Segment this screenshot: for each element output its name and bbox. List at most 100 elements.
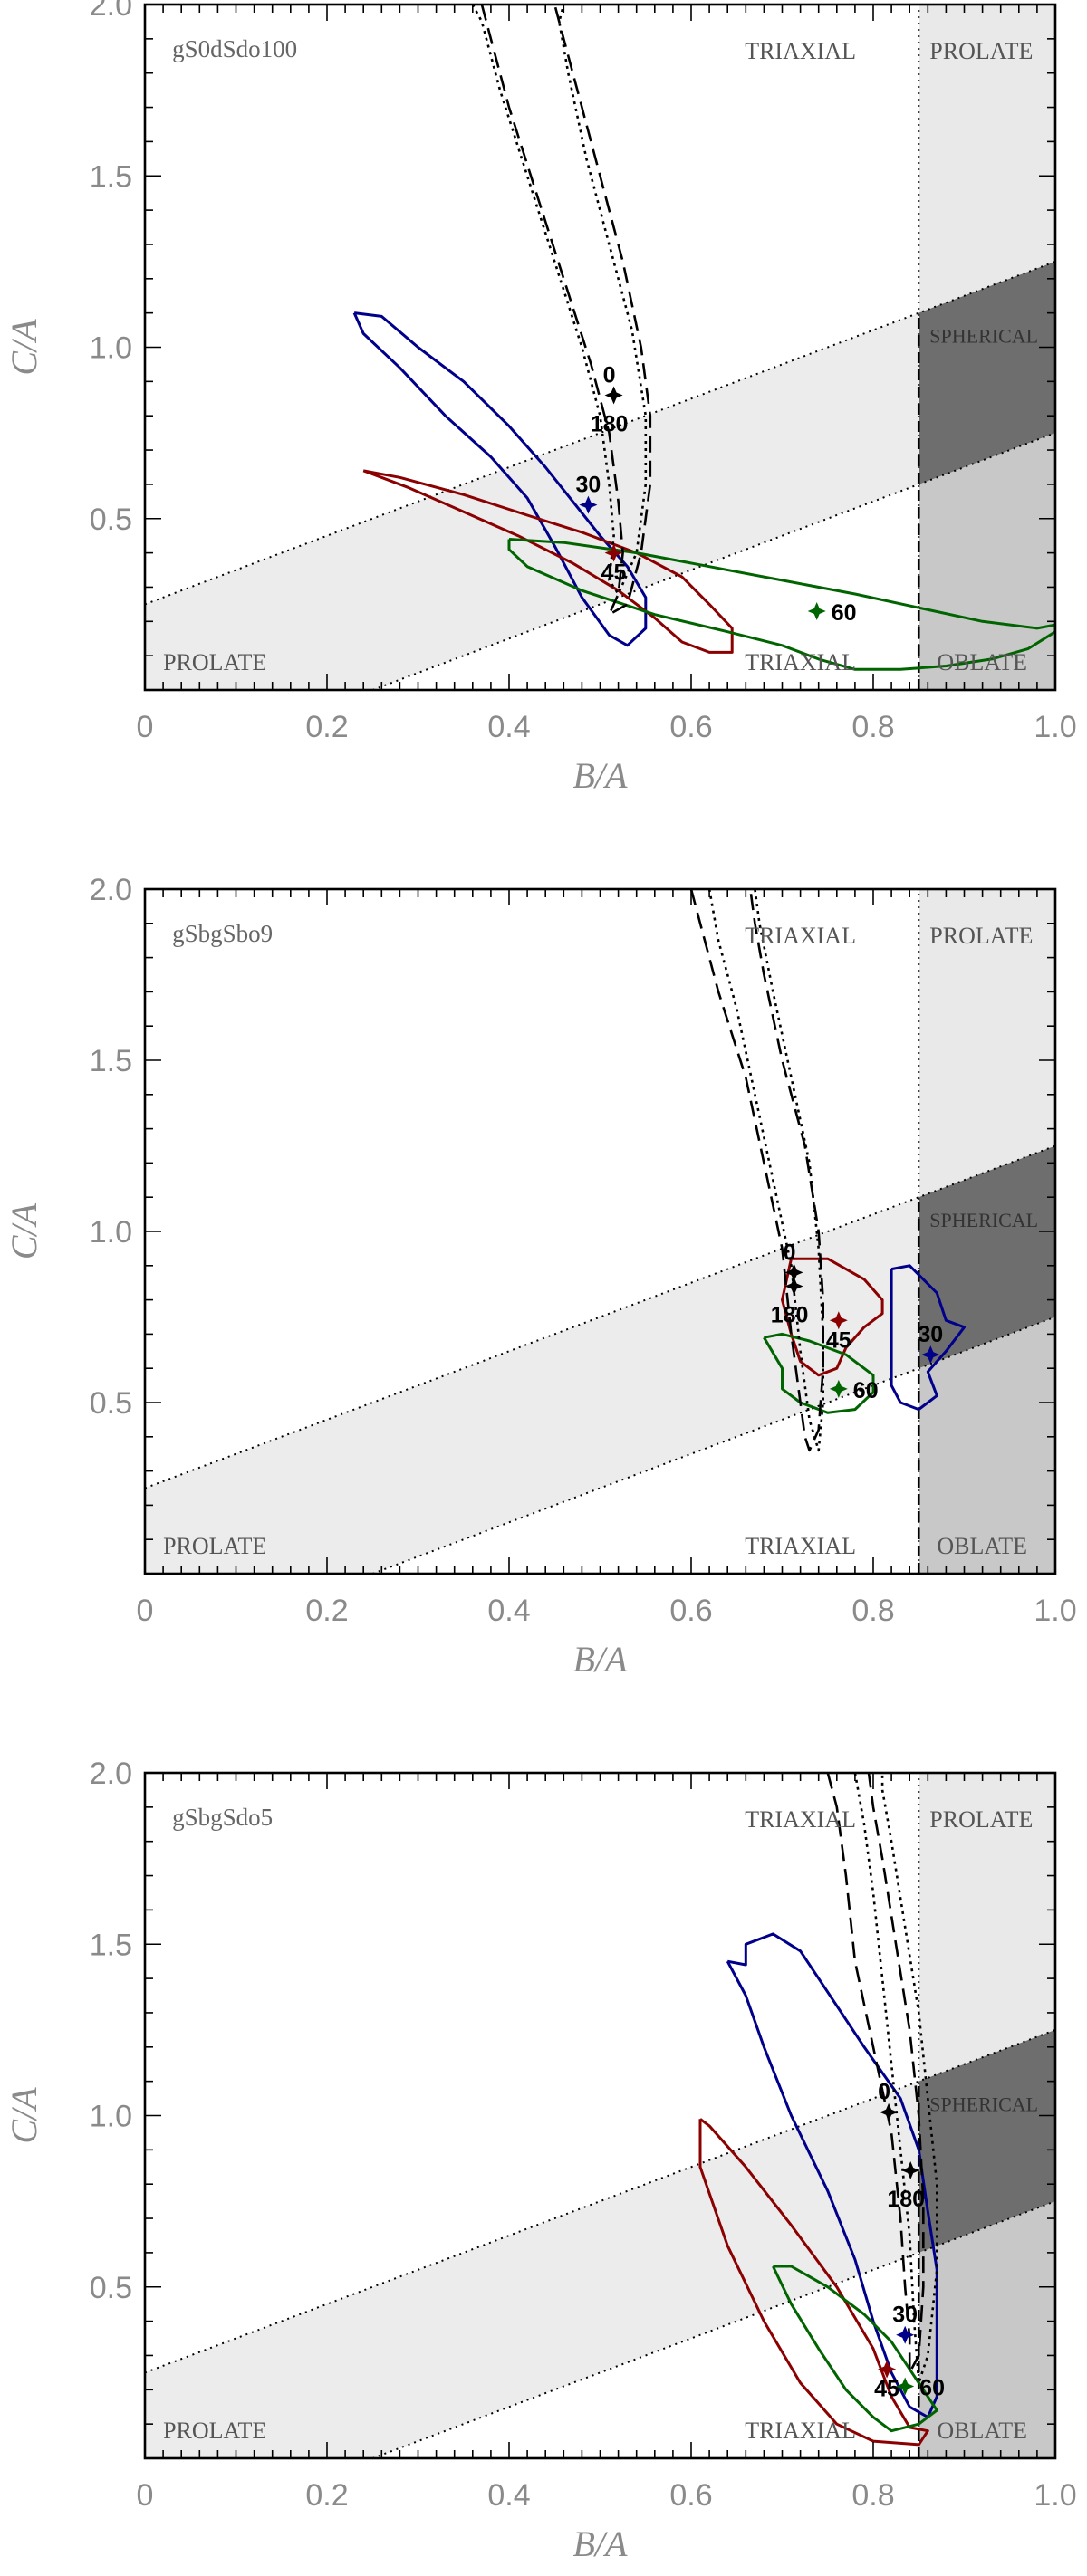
marker-0 (784, 1263, 803, 1282)
prolate-band-shade (145, 2029, 1055, 2458)
marker-0 (880, 2102, 899, 2121)
x-tick-label: 0.2 (305, 1594, 348, 1628)
panel-title: gSbgSbo9 (172, 920, 273, 947)
marker-180 (901, 2161, 920, 2180)
x-tick-label: 0.2 (305, 710, 348, 744)
x-tick-label: 0 (137, 2478, 154, 2513)
point-label-0: 0 (784, 1240, 796, 1265)
contour-solid-3 (507, 538, 1055, 671)
contour-solid-2 (763, 1332, 875, 1414)
region-label-triaxial_top: TRIAXIAL (745, 1806, 856, 1833)
y-axis-label: C/A (4, 2087, 44, 2144)
contour-solid-1 (726, 1932, 938, 2419)
x-tick-label: 0.4 (487, 2478, 530, 2513)
y-axis-label: C/A (4, 1202, 44, 1259)
region-label-oblate: OBLATE (937, 1533, 1027, 1559)
region-label-spherical: SPHERICAL (929, 2093, 1038, 2116)
panel-1: 0 180 30 45 60 PROLATE TRIAXIAL SPHERICAL PROLAT… (4, 0, 1077, 796)
point-label-0: 0 (878, 2080, 890, 2105)
point-label-45: 45 (601, 560, 627, 586)
y-tick-label: 0.5 (90, 2271, 132, 2305)
region-label-prolate_bottom: PROLATE (163, 1533, 266, 1559)
y-tick-label: 1.5 (90, 1928, 132, 1962)
region-label-triaxial_top: TRIAXIAL (745, 38, 856, 64)
region-label-prolate_top: PROLATE (929, 1806, 1033, 1833)
x-tick-label: 0.6 (669, 2478, 712, 2513)
marker-60 (829, 1379, 848, 1398)
panel-title: gS0dSdo100 (172, 35, 297, 62)
point-label-180: 180 (771, 1302, 809, 1327)
x-axis-label: B/A (573, 1639, 629, 1680)
lower-dotted-line (371, 2200, 1055, 2458)
marker-30 (579, 495, 598, 514)
x-tick-label: 0.8 (851, 2478, 894, 2513)
region-label-triaxial_top: TRIAXIAL (745, 923, 856, 949)
y-tick-label: 1.0 (90, 2100, 132, 2134)
contour-solid-2 (362, 469, 734, 654)
spherical-shade (919, 1145, 1055, 1369)
spherical-shade (919, 2029, 1055, 2253)
x-tick-label: 0.6 (669, 710, 712, 744)
x-tick-label: 1.0 (1034, 710, 1076, 744)
point-label-30: 30 (892, 2303, 918, 2328)
marker-45 (878, 2360, 897, 2379)
y-tick-label: 0.5 (90, 503, 132, 537)
point-label-45: 45 (874, 2377, 899, 2402)
y-tick-label: 1.0 (90, 1215, 132, 1250)
y-tick-label: 1.5 (90, 1044, 132, 1078)
region-label-prolate_bottom: PROLATE (163, 2418, 266, 2444)
panel-title: gSbgSdo5 (172, 1804, 273, 1831)
x-tick-label: 0.4 (487, 710, 530, 744)
point-label-60: 60 (832, 600, 857, 626)
prolate-band-shade (145, 1145, 1055, 1574)
marker-45 (829, 1311, 848, 1330)
x-tick-label: 1.0 (1034, 1594, 1076, 1628)
region-label-triaxial_bottom: TRIAXIAL (745, 649, 856, 675)
oblate-shade (919, 2201, 1055, 2458)
marker-180 (784, 1277, 803, 1296)
y-tick-label: 1.0 (90, 331, 132, 366)
region-label-spherical: SPHERICAL (929, 325, 1038, 348)
point-label-30: 30 (576, 473, 601, 498)
y-axis-label: C/A (4, 319, 44, 376)
region-label-prolate_top: PROLATE (929, 923, 1033, 949)
y-tick-label: 0.5 (90, 1386, 132, 1421)
x-tick-label: 0.8 (851, 1594, 894, 1628)
point-label-0: 0 (603, 362, 616, 388)
y-tick-label: 2.0 (90, 1757, 132, 1791)
y-tick-label: 2.0 (90, 0, 132, 23)
point-label-30: 30 (918, 1322, 943, 1347)
contour-solid-1 (781, 1257, 884, 1377)
x-tick-label: 0.8 (851, 710, 894, 744)
panel-3: 0 180 30 45 60 PROLATE TRIAXIAL SPHERICAL PROLAT… (4, 1757, 1077, 2564)
spherical-shade (919, 261, 1055, 484)
plot-area (145, 889, 1055, 1574)
x-axis-label: B/A (573, 2523, 629, 2564)
point-label-45: 45 (826, 1327, 851, 1353)
contour-dotted-5 (853, 1773, 938, 2384)
contour-dashed-4 (480, 5, 652, 617)
x-tick-label: 0.2 (305, 2478, 348, 2513)
region-label-triaxial_bottom: TRIAXIAL (745, 2418, 856, 2444)
region-label-oblate: OBLATE (937, 2418, 1027, 2444)
region-label-prolate_top: PROLATE (929, 38, 1033, 64)
region-label-oblate: OBLATE (937, 649, 1027, 675)
contour-dashed-4 (826, 1773, 925, 2374)
x-tick-label: 0.6 (669, 1594, 712, 1628)
contour-dashed-4 (689, 889, 825, 1452)
contour-solid-3 (772, 2265, 938, 2433)
marker-0 (604, 386, 623, 405)
prolate-band-shade (145, 261, 1055, 690)
oblate-shade (919, 1317, 1055, 1574)
point-label-60: 60 (919, 2376, 945, 2401)
x-tick-label: 0 (137, 1594, 154, 1628)
marker-60 (807, 601, 826, 620)
region-label-spherical: SPHERICAL (929, 1209, 1038, 1231)
lower-dotted-line (371, 432, 1055, 690)
contour-dotted-5 (707, 889, 825, 1452)
plot-area (145, 5, 1055, 690)
marker-60 (896, 2377, 915, 2396)
y-tick-label: 2.0 (90, 873, 132, 907)
